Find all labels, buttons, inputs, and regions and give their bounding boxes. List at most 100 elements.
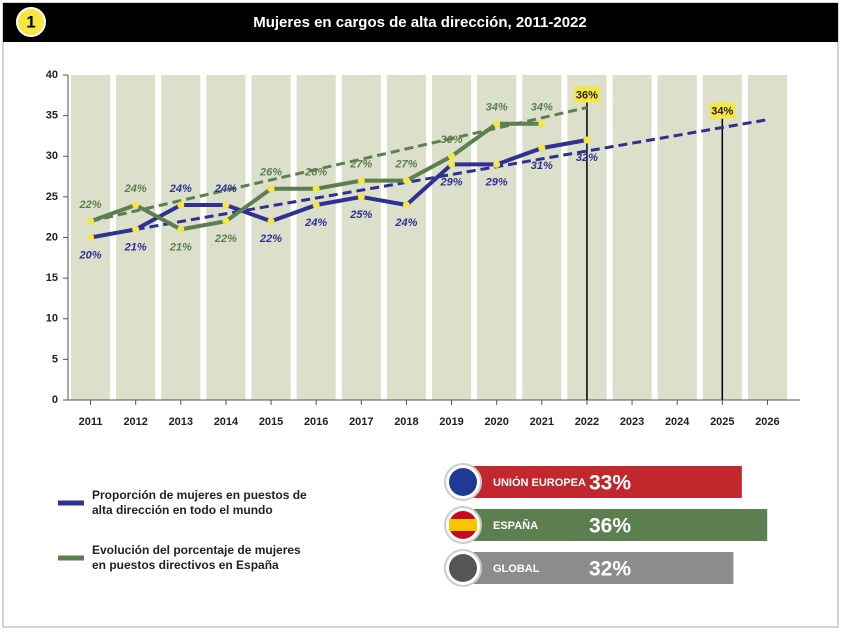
point: [493, 120, 501, 128]
value-label: 24%: [394, 217, 417, 229]
x-tick-label: 2018: [394, 416, 418, 428]
x-tick-label: 2014: [214, 416, 239, 428]
point: [538, 120, 546, 128]
summary-icon-inner: [449, 554, 477, 582]
point: [312, 201, 320, 209]
summary-bar: [463, 466, 742, 498]
summary-label: ESPAÑA: [493, 519, 538, 532]
x-tick-label: 2021: [530, 416, 554, 428]
x-tick-label: 2011: [79, 416, 103, 428]
point: [493, 160, 501, 168]
column: [386, 75, 426, 400]
column: [116, 75, 156, 400]
value-label: 21%: [169, 241, 192, 253]
point: [132, 201, 140, 209]
column: [612, 75, 652, 400]
column: [296, 75, 336, 400]
badge: 1: [26, 12, 35, 31]
annotation-label: 34%: [711, 106, 733, 118]
summary-icon-inner: [449, 468, 477, 496]
value-label: 31%: [531, 160, 553, 172]
value-label: 24%: [304, 217, 327, 229]
value-label: 29%: [440, 176, 463, 188]
summary-value: 32%: [589, 558, 631, 581]
summary-label: GLOBAL: [493, 563, 540, 575]
x-tick-label: 2013: [169, 416, 193, 428]
x-tick-label: 2012: [123, 416, 147, 428]
point: [357, 193, 365, 201]
annotation-box: [709, 102, 736, 119]
trend-line: [90, 106, 588, 223]
value-label: 30%: [441, 134, 463, 146]
y-tick-label: 40: [46, 69, 58, 81]
column: [657, 75, 697, 400]
y-tick-label: 35: [46, 110, 58, 122]
point: [402, 201, 410, 209]
summary-label: UNIÓN EUROPEA: [493, 476, 586, 489]
column: [161, 75, 201, 400]
column: [747, 75, 787, 400]
value-label: 27%: [349, 159, 372, 171]
point: [177, 225, 185, 233]
column: [206, 75, 246, 400]
x-tick-label: 2022: [575, 416, 599, 428]
chart-title: Mujeres en cargos de alta dirección, 201…: [253, 14, 587, 31]
point: [222, 201, 230, 209]
y-tick-label: 15: [46, 272, 58, 284]
value-label: 22%: [214, 233, 237, 245]
column: [477, 75, 517, 400]
point: [448, 152, 456, 160]
point: [267, 185, 275, 193]
annotation-box: [573, 86, 600, 103]
x-tick-label: 2015: [259, 416, 283, 428]
value-label: 22%: [79, 199, 102, 211]
y-tick-label: 10: [46, 313, 58, 325]
x-tick-label: 2023: [620, 416, 644, 428]
point: [177, 201, 185, 209]
value-label: 27%: [394, 159, 417, 171]
badge-circle: [16, 7, 46, 37]
point: [538, 144, 546, 152]
point: [448, 160, 456, 168]
point: [402, 177, 410, 185]
point: [87, 234, 95, 241]
legend-label: Proporción de mujeres en puestos de alta…: [92, 488, 307, 517]
value-label: 21%: [124, 241, 147, 253]
x-tick-label: 2016: [304, 416, 328, 428]
x-tick-label: 2017: [349, 416, 373, 428]
y-tick-label: 20: [46, 231, 58, 243]
x-tick-label: 2025: [710, 416, 734, 428]
x-tick-label: 2019: [439, 416, 463, 428]
value-label: 32%: [576, 152, 598, 164]
series-line: [90, 138, 588, 240]
column: [341, 75, 381, 400]
value-label: 24%: [124, 183, 147, 195]
value-label: 24%: [214, 183, 237, 195]
y-tick-label: 5: [52, 353, 58, 365]
column: [432, 75, 472, 400]
x-tick-label: 2026: [755, 416, 779, 428]
flag-stripe: [449, 519, 477, 531]
column: [522, 75, 562, 400]
x-tick-label: 2020: [484, 416, 508, 428]
x-tick-label: 2024: [665, 416, 690, 428]
header: [3, 3, 838, 42]
legend-label: Evolución del porcentaje de mujeres en p…: [92, 543, 301, 572]
column: [251, 75, 291, 400]
summary-bar: [463, 552, 734, 584]
value-label: 24%: [169, 183, 192, 195]
point: [87, 217, 95, 225]
value-label: 25%: [349, 209, 372, 221]
point: [583, 136, 591, 144]
summary-value: 36%: [589, 515, 631, 538]
point: [132, 225, 140, 233]
value-label: 34%: [486, 102, 508, 114]
value-label: 26%: [304, 167, 327, 179]
point: [312, 185, 320, 193]
point: [267, 217, 275, 225]
summary-value: 33%: [589, 472, 631, 495]
y-tick-label: 0: [52, 394, 58, 406]
value-label: 34%: [531, 102, 553, 114]
